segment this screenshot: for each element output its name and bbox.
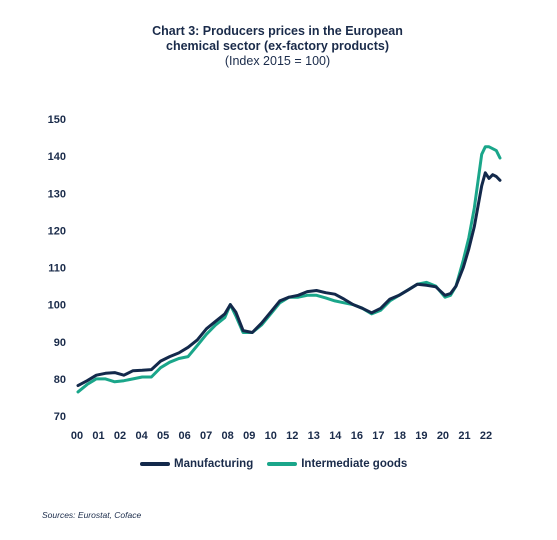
x-tick-label: 08 <box>222 430 234 442</box>
chart-subtitle: (Index 2015 = 100) <box>224 54 331 68</box>
legend-label-manufacturing: Manufacturing <box>174 458 254 470</box>
x-tick-label: 14 <box>329 430 342 442</box>
x-tick-label: 02 <box>114 430 126 442</box>
legend-swatch-intermediate <box>267 462 298 466</box>
y-tick-label: 100 <box>48 300 66 312</box>
x-tick-label: 20 <box>437 430 449 442</box>
chart-legend: Manufacturing Intermediate goods <box>140 458 407 470</box>
source-note: Sources: Eurostat, Coface <box>42 510 142 520</box>
x-tick-label: 22 <box>480 430 492 442</box>
chart-title: Chart 3: Producers prices in the Europea… <box>152 24 403 53</box>
y-tick-label: 110 <box>48 263 66 275</box>
y-tick-label: 130 <box>48 188 66 200</box>
x-tick-label: 07 <box>200 430 212 442</box>
x-tick-label: 19 <box>415 430 427 442</box>
x-tick-label: 01 <box>92 430 104 442</box>
legend-label-intermediate: Intermediate goods <box>301 458 408 470</box>
x-tick-label: 12 <box>286 430 298 442</box>
y-axis-ticks: 70 80 90 100 110 120 130 140 150 <box>48 114 66 423</box>
x-axis-ticks: 00 01 02 04 05 06 07 08 09 10 12 13 14 16 17 18 19 20 21 22 <box>71 430 492 442</box>
x-tick-label: 18 <box>394 430 406 442</box>
legend-swatch-manufacturing <box>140 462 170 466</box>
y-tick-label: 80 <box>54 374 66 386</box>
x-tick-label: 17 <box>372 430 384 442</box>
y-tick-label: 140 <box>48 151 66 163</box>
x-tick-label: 21 <box>458 430 470 442</box>
series-line-manufacturing <box>76 171 502 388</box>
chart-title-block: Chart 3: Producers prices in the Europea… <box>140 24 415 69</box>
x-tick-label: 16 <box>351 430 363 442</box>
y-tick-label: 150 <box>48 114 66 126</box>
x-tick-label: 10 <box>265 430 277 442</box>
x-tick-label: 13 <box>308 430 320 442</box>
x-tick-label: 04 <box>135 430 148 442</box>
y-tick-label: 70 <box>54 411 66 423</box>
x-tick-label: 05 <box>157 430 169 442</box>
legend-item-intermediate: Intermediate goods <box>267 458 407 470</box>
series-line-intermediate <box>76 145 502 394</box>
y-tick-label: 120 <box>48 225 66 237</box>
x-tick-label: 06 <box>179 430 191 442</box>
series-lines <box>76 145 502 394</box>
legend-item-manufacturing: Manufacturing <box>140 458 253 470</box>
x-tick-label: 09 <box>243 430 255 442</box>
y-tick-label: 90 <box>54 337 66 349</box>
x-tick-label: 00 <box>71 430 83 442</box>
